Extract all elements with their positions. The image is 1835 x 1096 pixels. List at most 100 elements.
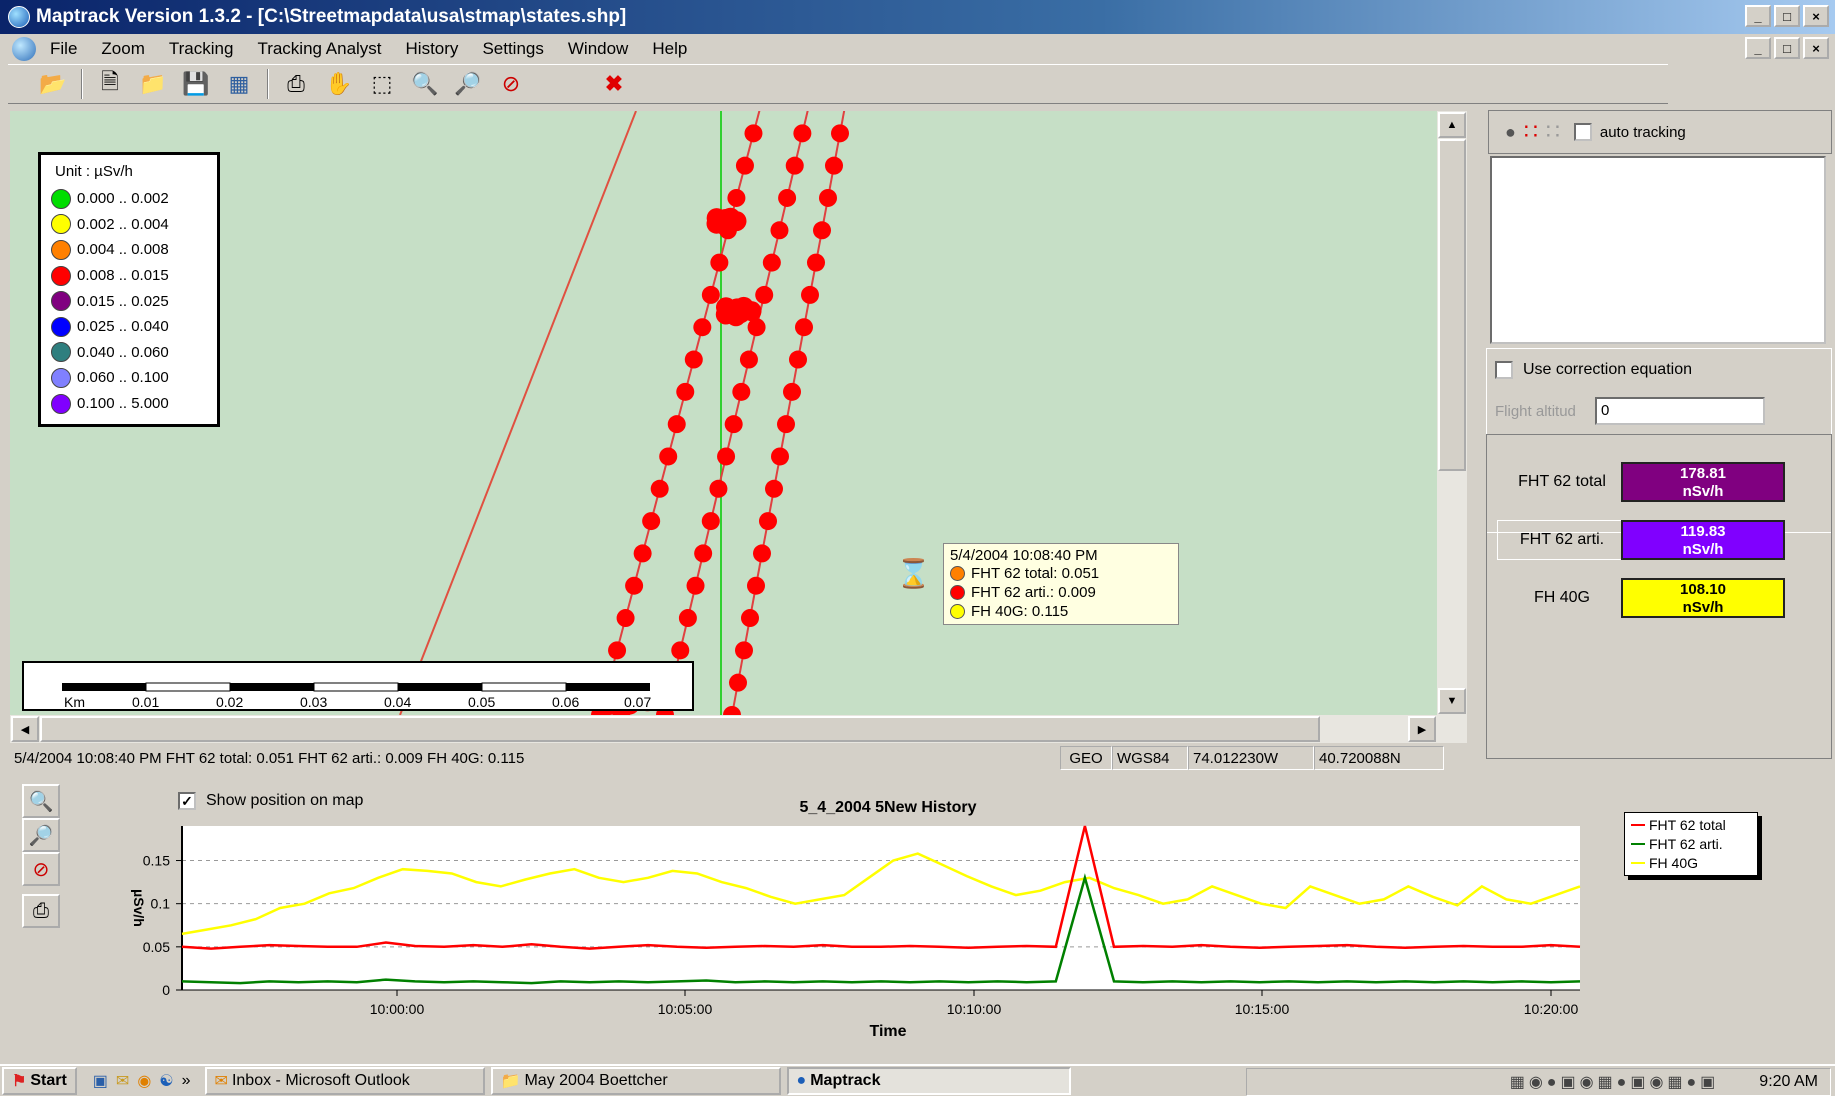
track-point[interactable] bbox=[801, 285, 819, 304]
quicklaunch-more-icon[interactable]: » bbox=[181, 1072, 191, 1089]
zoom-cancel-icon[interactable]: ⊘ bbox=[501, 71, 521, 96]
track-point[interactable] bbox=[701, 512, 720, 531]
track-point[interactable] bbox=[819, 188, 837, 207]
menu-settings[interactable]: Settings bbox=[482, 39, 544, 58]
scroll-thumb[interactable] bbox=[40, 716, 1320, 742]
track-dots-icon[interactable]: ∷ bbox=[1523, 119, 1538, 144]
select-rect-icon[interactable]: ⬚ bbox=[371, 71, 393, 96]
track-point[interactable] bbox=[718, 209, 739, 230]
scroll-down-button[interactable]: ▼ bbox=[1438, 688, 1466, 714]
track-point[interactable] bbox=[759, 512, 777, 531]
chart-print-button[interactable]: ⎙ bbox=[22, 894, 60, 928]
menu-zoom[interactable]: Zoom bbox=[101, 39, 145, 58]
track-point[interactable] bbox=[762, 253, 781, 272]
map-horizontal-scrollbar[interactable]: ◀ ▶ bbox=[10, 715, 1467, 743]
track-point[interactable] bbox=[771, 447, 789, 466]
track-point[interactable] bbox=[608, 641, 627, 660]
track-point[interactable] bbox=[710, 253, 729, 272]
track-point[interactable] bbox=[807, 253, 825, 272]
zoom-in-icon[interactable]: 🔍 bbox=[411, 71, 439, 96]
folder-icon[interactable]: 📁 bbox=[139, 71, 167, 96]
track-point[interactable] bbox=[694, 544, 713, 563]
quicklaunch-ie-icon[interactable]: ☯ bbox=[159, 1073, 174, 1090]
track-point[interactable] bbox=[671, 641, 690, 660]
menu-window[interactable]: Window bbox=[567, 39, 629, 58]
track-point[interactable] bbox=[735, 156, 754, 175]
minimize-button[interactable]: _ bbox=[1745, 5, 1771, 27]
history-chart[interactable]: 5_4_2004 5New History Time µSv/h 0 0.05 0.… bbox=[100, 778, 1720, 1058]
delete-x-icon[interactable]: ✖ bbox=[604, 71, 624, 96]
track-point[interactable] bbox=[659, 447, 678, 466]
scroll-right-button[interactable]: ▶ bbox=[1408, 716, 1436, 742]
chart-zoom-out-button[interactable]: 🔎 bbox=[22, 818, 60, 852]
track-point[interactable] bbox=[678, 609, 697, 628]
track-point[interactable] bbox=[793, 124, 812, 143]
track-point[interactable] bbox=[777, 415, 795, 434]
track-point[interactable] bbox=[778, 188, 797, 207]
start-button[interactable]: ⚑ Start bbox=[2, 1067, 77, 1095]
map-view[interactable] bbox=[10, 111, 1437, 715]
tracking-list[interactable] bbox=[1490, 156, 1826, 344]
track-point[interactable] bbox=[625, 576, 644, 595]
track-point[interactable] bbox=[667, 415, 686, 434]
zoom-out-icon[interactable]: 🔎 bbox=[454, 71, 482, 96]
chart-zoom-in-button[interactable]: 🔍 bbox=[22, 784, 60, 818]
track-point[interactable] bbox=[825, 156, 843, 175]
track-point[interactable] bbox=[765, 479, 783, 498]
track-point[interactable] bbox=[789, 350, 807, 369]
track-point[interactable] bbox=[744, 124, 763, 143]
quicklaunch-media-icon[interactable]: ◉ bbox=[137, 1073, 152, 1090]
track-point[interactable] bbox=[735, 641, 753, 660]
print-icon[interactable]: ⎙ bbox=[287, 71, 305, 96]
track-point[interactable] bbox=[684, 350, 703, 369]
menu-file[interactable]: File bbox=[50, 39, 78, 58]
map-canvas[interactable] bbox=[10, 111, 1437, 715]
track-point[interactable] bbox=[650, 479, 669, 498]
track-point[interactable] bbox=[727, 188, 746, 207]
layers-icon[interactable]: ▦ bbox=[228, 71, 250, 96]
menu-help[interactable]: Help bbox=[652, 39, 688, 58]
map-vertical-scrollbar[interactable]: ▲ ▼ bbox=[1437, 111, 1467, 715]
auto-tracking-checkbox[interactable] bbox=[1573, 123, 1592, 141]
track-point[interactable] bbox=[709, 479, 728, 498]
track-point[interactable] bbox=[729, 673, 747, 692]
document-globe-icon[interactable] bbox=[12, 37, 36, 61]
track-point[interactable] bbox=[747, 318, 766, 337]
track-point[interactable] bbox=[783, 382, 801, 401]
track-point[interactable] bbox=[686, 576, 705, 595]
track-point[interactable] bbox=[813, 221, 831, 240]
app-globe-icon[interactable] bbox=[8, 6, 30, 28]
close-button[interactable]: × bbox=[1803, 5, 1829, 27]
track-point[interactable] bbox=[795, 318, 813, 337]
task-outlook[interactable]: ✉ Inbox - Microsoft Outlook bbox=[204, 1067, 485, 1095]
scroll-left-button[interactable]: ◀ bbox=[11, 716, 39, 742]
quicklaunch-desktop-icon[interactable]: ▣ bbox=[92, 1073, 108, 1090]
track-point[interactable] bbox=[741, 609, 759, 628]
track-point[interactable] bbox=[747, 576, 765, 595]
doc-restore-button[interactable]: □ bbox=[1774, 37, 1800, 59]
track-point[interactable] bbox=[642, 512, 661, 531]
doc-close-button[interactable]: × bbox=[1803, 37, 1829, 59]
record-icon[interactable]: ● bbox=[1505, 121, 1516, 142]
track-point[interactable] bbox=[770, 221, 789, 240]
track-point[interactable] bbox=[785, 156, 804, 175]
task-maptrack[interactable]: ● Maptrack bbox=[786, 1067, 1071, 1095]
track-point[interactable] bbox=[701, 285, 720, 304]
track-point[interactable] bbox=[717, 447, 736, 466]
track-point[interactable] bbox=[724, 415, 743, 434]
chart-zoom-cancel-button[interactable]: ⊘ bbox=[22, 852, 60, 886]
new-icon[interactable]: 🗎 bbox=[101, 69, 119, 94]
track-point[interactable] bbox=[755, 285, 774, 304]
flight-altitude-input[interactable]: 0 bbox=[1595, 397, 1765, 425]
pan-hand-icon[interactable]: ✋ bbox=[325, 71, 353, 96]
track-point[interactable] bbox=[676, 382, 695, 401]
menu-tracking-analyst[interactable]: Tracking Analyst bbox=[257, 39, 382, 58]
doc-minimize-button[interactable]: _ bbox=[1745, 37, 1771, 59]
show-position-checkbox[interactable]: ✓ bbox=[178, 792, 196, 810]
track-point[interactable] bbox=[739, 350, 758, 369]
tray-icons[interactable]: ▦◉●▣◉▦●▣◉▦●▣ bbox=[1509, 1074, 1720, 1091]
track-point[interactable] bbox=[723, 706, 741, 715]
scroll-thumb[interactable] bbox=[1438, 139, 1466, 471]
scroll-up-button[interactable]: ▲ bbox=[1438, 112, 1466, 138]
track-point[interactable] bbox=[732, 382, 751, 401]
